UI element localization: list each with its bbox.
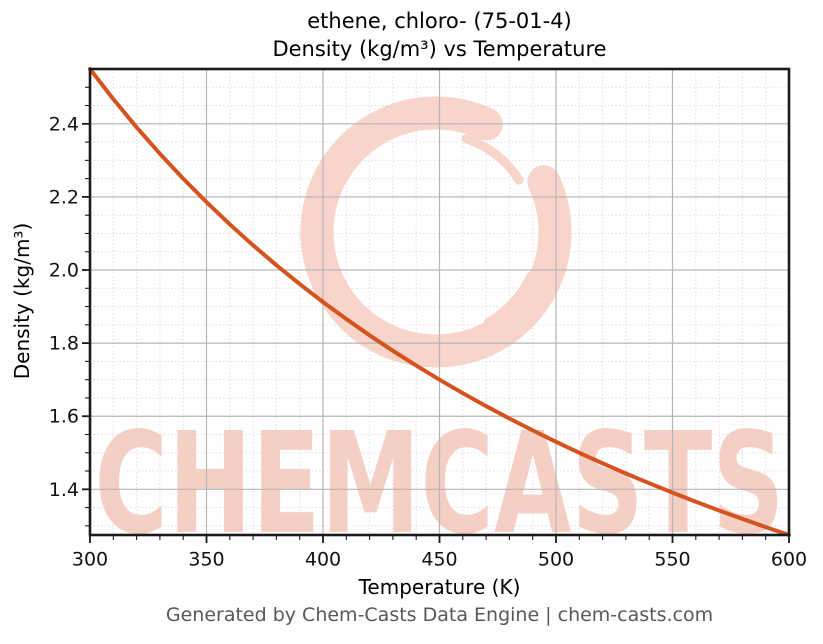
y-tick-label: 1.6 xyxy=(49,406,79,428)
x-tick-label: 400 xyxy=(305,549,341,571)
x-tick-label: 550 xyxy=(654,549,690,571)
y-tick-labels: 1.4 1.6 1.8 2.0 2.2 2.4 xyxy=(49,113,79,500)
watermark-logo-inner-stroke xyxy=(461,134,524,185)
plot-border xyxy=(88,67,791,537)
watermark-logo-circle xyxy=(300,96,572,368)
footer-credit: Generated by Chem-Casts Data Engine | ch… xyxy=(165,604,714,626)
y-tick-label: 2.2 xyxy=(49,186,79,208)
chart-title-line1: ethene, chloro- (75-01-4) xyxy=(307,9,572,33)
x-tick-label: 600 xyxy=(771,549,807,571)
y-tick-label: 2.0 xyxy=(49,260,79,282)
tick-marks xyxy=(82,86,790,543)
x-tick-label: 300 xyxy=(72,549,108,571)
x-axis-label: Temperature (K) xyxy=(358,575,521,599)
y-axis-label: Density (kg/m³) xyxy=(10,222,34,380)
y-tick-label: 1.8 xyxy=(49,333,79,355)
x-tick-label: 500 xyxy=(538,549,574,571)
y-tick-label: 1.4 xyxy=(49,479,79,501)
y-tick-label: 2.4 xyxy=(49,113,79,135)
x-tick-labels: 300 350 400 450 500 550 600 xyxy=(72,549,807,571)
chart-title: ethene, chloro- (75-01-4) Density (kg/m³… xyxy=(90,7,789,63)
x-tick-label: 450 xyxy=(421,549,457,571)
x-tick-label: 350 xyxy=(188,549,224,571)
chart-title-line2: Density (kg/m³) vs Temperature xyxy=(272,37,607,61)
density-curve xyxy=(88,67,791,537)
watermark-logo-tail-stroke xyxy=(483,271,537,328)
